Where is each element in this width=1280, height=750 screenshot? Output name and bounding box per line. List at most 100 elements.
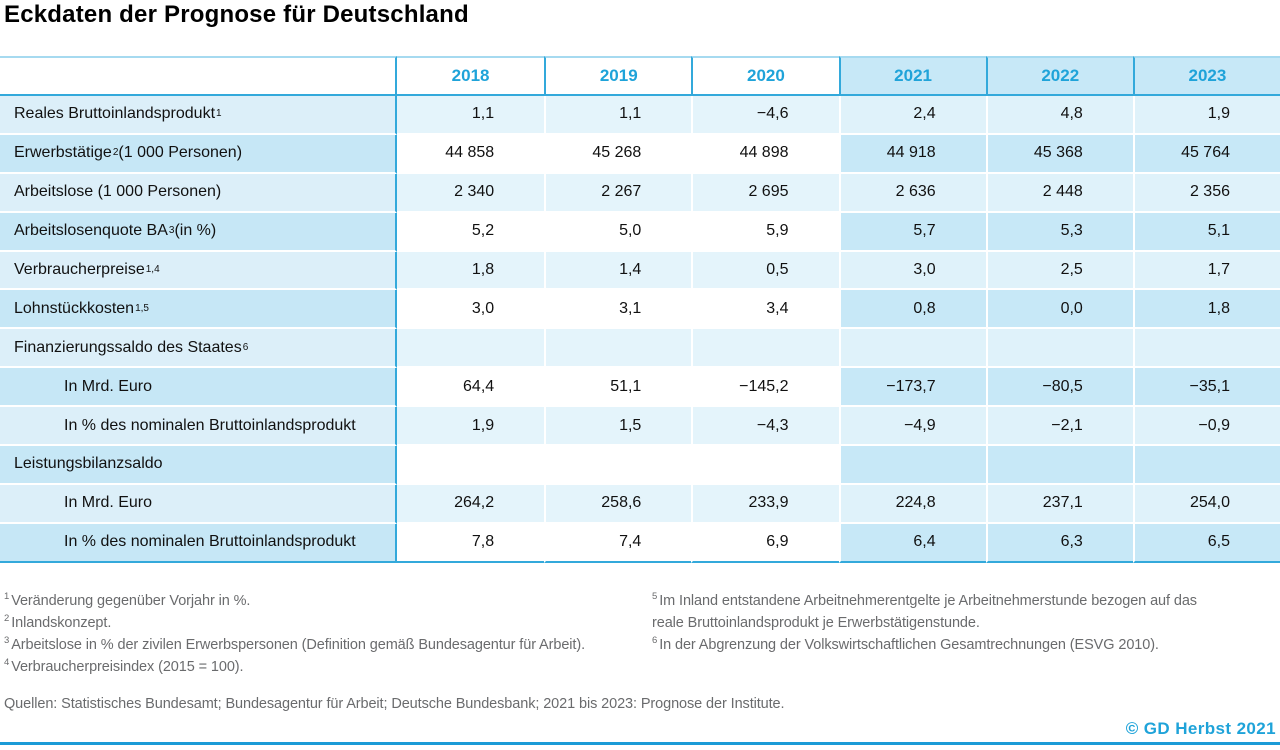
data-table: 2018 2019 2020 2021 2022 2023 Reales Bru… [0, 56, 1280, 563]
row-label: Leistungsbilanzsaldo [0, 446, 397, 485]
value-cell: 258,6 [544, 484, 692, 524]
year-header-2021: 2021 [838, 56, 986, 96]
year-header-2020: 2020 [691, 56, 839, 96]
footnote-4: 4 Verbraucherpreisindex (2015 = 100). [4, 657, 244, 675]
table-header-corner [0, 56, 397, 96]
row-label: In Mrd. Euro [0, 368, 397, 408]
footnote-5: 5 Im Inland entstandene Arbeitnehmerentge… [652, 591, 1197, 631]
value-cell: 237,1 [985, 484, 1133, 524]
value-cell: 3,0 [397, 290, 545, 330]
value-cell [1132, 446, 1280, 485]
footnotes-right: 5 Im Inland entstandene Arbeitnehmerentge… [652, 590, 1212, 656]
value-cell: −4,6 [691, 96, 839, 135]
value-cell [544, 329, 692, 369]
value-cell [397, 329, 545, 369]
value-cell: 44 898 [691, 134, 839, 174]
value-cell: −80,5 [985, 368, 1133, 408]
row-label: Reales Bruttoinlandsprodukt 1 [0, 96, 397, 135]
value-cell: 6,3 [985, 523, 1133, 563]
value-cell: −35,1 [1132, 368, 1280, 408]
value-cell: −173,7 [838, 368, 986, 408]
value-cell: 2,5 [985, 251, 1133, 291]
value-cell: 0,5 [691, 251, 839, 291]
value-cell: 44 918 [838, 134, 986, 174]
value-cell [691, 446, 839, 485]
footnote-2: 2 Inlandskonzept. [4, 613, 112, 631]
value-cell: 264,2 [397, 484, 545, 524]
value-cell: 64,4 [397, 368, 545, 408]
row-label: In % des nominalen Bruttoinlandsprodukt [0, 523, 397, 563]
value-cell: 6,4 [838, 523, 986, 563]
value-cell: 5,3 [985, 212, 1133, 252]
value-cell: 44 858 [397, 134, 545, 174]
footnotes-left: 1 Veränderung gegenüber Vorjahr in %. 2 In… [4, 590, 644, 678]
value-cell: 1,5 [544, 407, 692, 447]
value-cell: 233,9 [691, 484, 839, 524]
footnote-6: 6 In der Abgrenzung der Volkswirtschaftli… [652, 635, 1159, 653]
value-cell: −0,9 [1132, 407, 1280, 447]
value-cell: 2,4 [838, 96, 986, 135]
value-cell: −2,1 [985, 407, 1133, 447]
value-cell: 7,8 [397, 523, 545, 563]
value-cell: 4,8 [985, 96, 1133, 135]
value-cell: 5,1 [1132, 212, 1280, 252]
value-cell: 2 356 [1132, 173, 1280, 213]
value-cell [691, 329, 839, 369]
value-cell: 6,9 [691, 523, 839, 563]
page-title: Eckdaten der Prognose für Deutschland [4, 1, 469, 28]
value-cell [838, 446, 986, 485]
value-cell: 1,9 [397, 407, 545, 447]
value-cell [1132, 329, 1280, 369]
value-cell: 6,5 [1132, 523, 1280, 563]
value-cell: 3,0 [838, 251, 986, 291]
value-cell: 51,1 [544, 368, 692, 408]
footnote-1: 1 Veränderung gegenüber Vorjahr in %. [4, 591, 251, 609]
row-label: In % des nominalen Bruttoinlandsprodukt [0, 407, 397, 447]
value-cell: 1,8 [397, 251, 545, 291]
value-cell: 45 268 [544, 134, 692, 174]
value-cell: 1,7 [1132, 251, 1280, 291]
value-cell: 3,4 [691, 290, 839, 330]
year-header-2019: 2019 [544, 56, 692, 96]
row-label: Lohnstückkosten 1,5 [0, 290, 397, 330]
value-cell: 1,4 [544, 251, 692, 291]
value-cell: 5,7 [838, 212, 986, 252]
value-cell [985, 446, 1133, 485]
value-cell: −145,2 [691, 368, 839, 408]
row-label: Verbraucherpreise 1,4 [0, 251, 397, 291]
value-cell: −4,9 [838, 407, 986, 447]
value-cell: 2 636 [838, 173, 986, 213]
row-label: Erwerbstätige 2 (1 000 Personen) [0, 134, 397, 174]
copyright-notice: © GD Herbst 2021 [1125, 719, 1276, 738]
value-cell: 254,0 [1132, 484, 1280, 524]
value-cell: 45 368 [985, 134, 1133, 174]
value-cell [544, 446, 692, 485]
value-cell: 3,1 [544, 290, 692, 330]
year-header-2023: 2023 [1132, 56, 1280, 96]
value-cell: 0,0 [985, 290, 1133, 330]
bottom-rule [0, 742, 1280, 745]
value-cell: 2 448 [985, 173, 1133, 213]
value-cell: 0,8 [838, 290, 986, 330]
value-cell: 7,4 [544, 523, 692, 563]
value-cell: 2 340 [397, 173, 545, 213]
value-cell [985, 329, 1133, 369]
row-label: Arbeitslosenquote BA 3 (in %) [0, 212, 397, 252]
value-cell: 2 695 [691, 173, 839, 213]
value-cell: 2 267 [544, 173, 692, 213]
value-cell [397, 446, 545, 485]
sources-line: Quellen: Statistisches Bundesamt; Bundes… [4, 696, 785, 712]
year-header-2022: 2022 [985, 56, 1133, 96]
value-cell: 5,0 [544, 212, 692, 252]
footnote-3: 3 Arbeitslose in % der zivilen Erwerbsper… [4, 635, 585, 653]
row-label: In Mrd. Euro [0, 484, 397, 524]
value-cell: 5,2 [397, 212, 545, 252]
value-cell: 45 764 [1132, 134, 1280, 174]
value-cell: 5,9 [691, 212, 839, 252]
row-label: Finanzierungssaldo des Staates 6 [0, 329, 397, 369]
value-cell: 224,8 [838, 484, 986, 524]
value-cell: −4,3 [691, 407, 839, 447]
value-cell: 1,8 [1132, 290, 1280, 330]
year-header-2018: 2018 [397, 56, 545, 96]
value-cell [838, 329, 986, 369]
